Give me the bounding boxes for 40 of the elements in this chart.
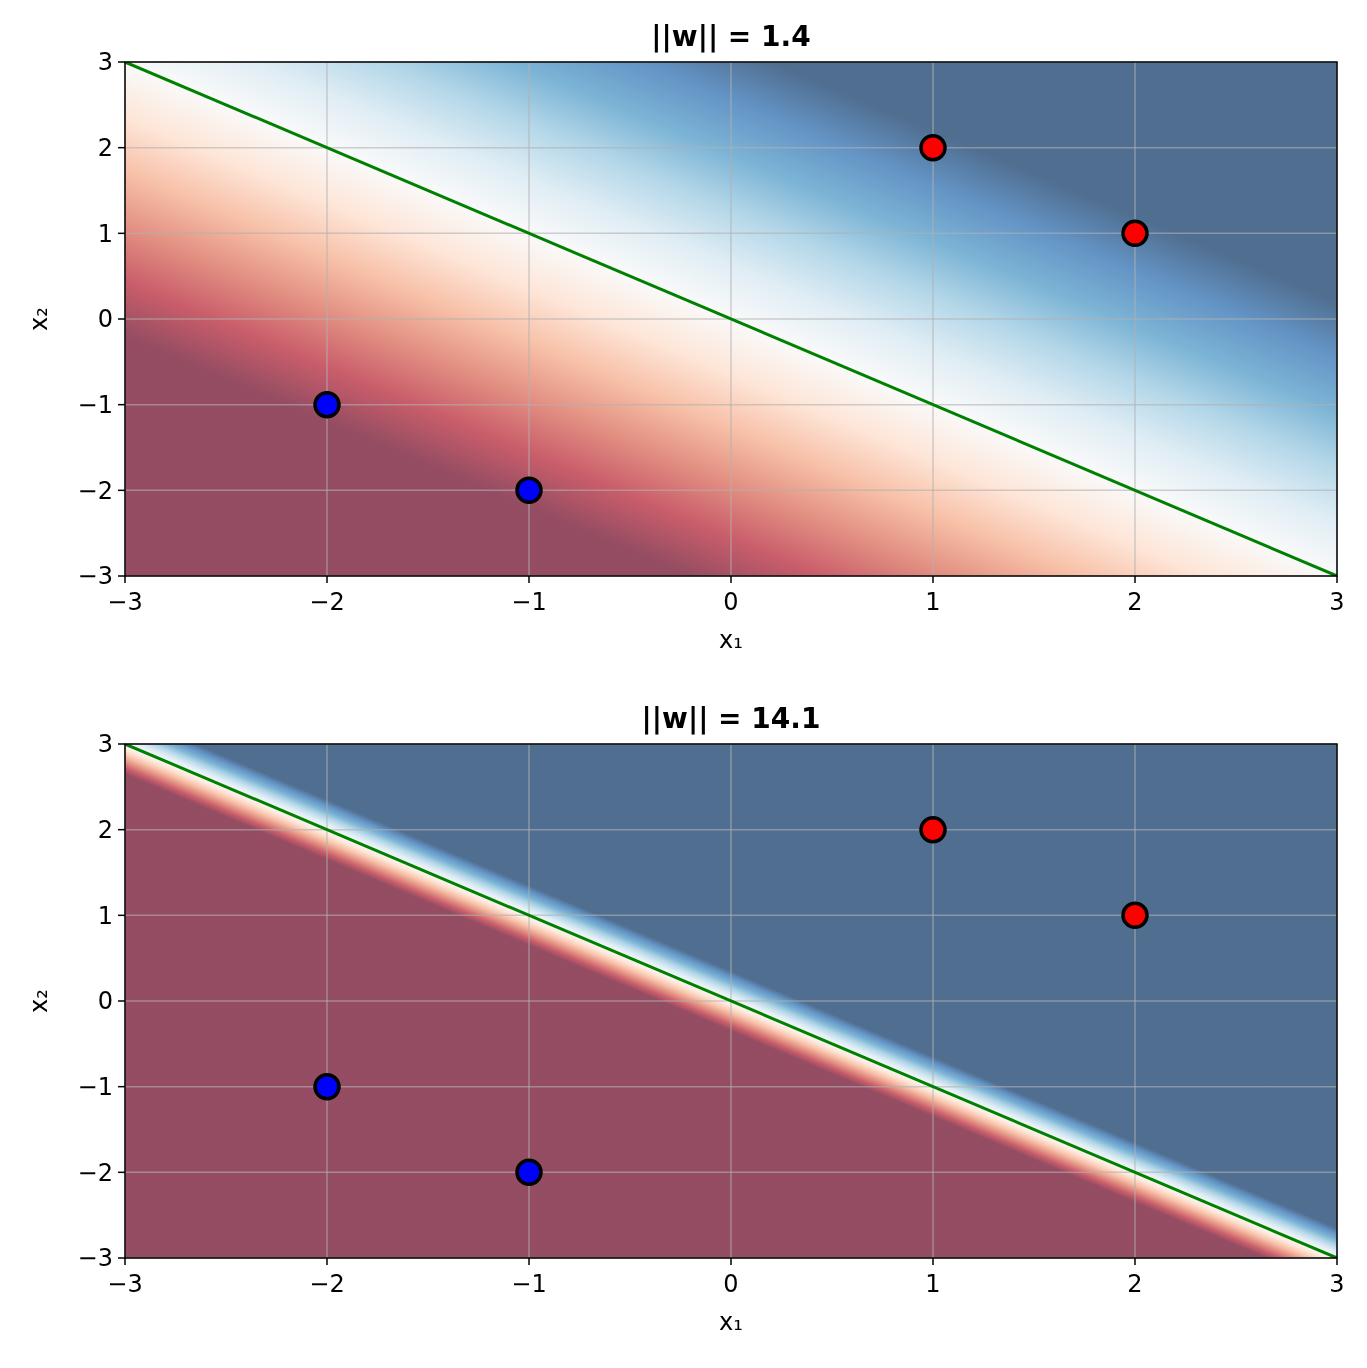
x-tick-label: 1: [925, 1270, 941, 1298]
y-axis-title: x₂: [25, 307, 53, 331]
x-tick-label: 3: [1329, 1270, 1345, 1298]
point: [919, 133, 947, 162]
y-tick-label: −3: [77, 562, 113, 591]
y-tick-label: −3: [77, 1244, 113, 1273]
y-tick-label: 0: [97, 305, 113, 334]
y-tick-label: 2: [97, 816, 113, 845]
x-tick-label: 2: [1127, 588, 1143, 616]
x-axis-title: x₁: [719, 626, 743, 654]
chart-title: ||w|| = 14.1: [641, 702, 821, 735]
x-tick-label: 0: [723, 1270, 739, 1298]
point: [515, 476, 543, 505]
x-tick-label: −1: [511, 1270, 547, 1298]
y-tick-label: 2: [97, 134, 113, 163]
point: [919, 815, 947, 844]
point: [515, 1158, 543, 1187]
x-tick-label: −1: [511, 588, 547, 616]
y-tick-label: −1: [77, 1073, 113, 1102]
y-tick-label: 0: [97, 987, 113, 1016]
point: [313, 1072, 341, 1101]
y-axis-title: x₂: [25, 989, 53, 1013]
y-tick-label: 3: [97, 48, 113, 77]
point: [1121, 901, 1149, 930]
y-tick-label: 1: [97, 219, 113, 248]
x-tick-label: −2: [309, 1270, 345, 1298]
x-axis-title: x₁: [719, 1308, 743, 1336]
x-tick-label: 1: [925, 588, 941, 616]
y-tick-label: 3: [97, 730, 113, 759]
x-tick-label: 3: [1329, 588, 1345, 616]
point: [313, 390, 341, 419]
y-tick-label: −2: [77, 1158, 113, 1187]
y-tick-label: −1: [77, 391, 113, 420]
x-tick-label: 0: [723, 588, 739, 616]
x-tick-label: 2: [1127, 1270, 1143, 1298]
chart-title: ||w|| = 1.4: [651, 20, 811, 53]
x-tick-label: −2: [309, 588, 345, 616]
y-tick-label: 1: [97, 901, 113, 930]
y-tick-label: −2: [77, 476, 113, 505]
point: [1121, 219, 1149, 248]
